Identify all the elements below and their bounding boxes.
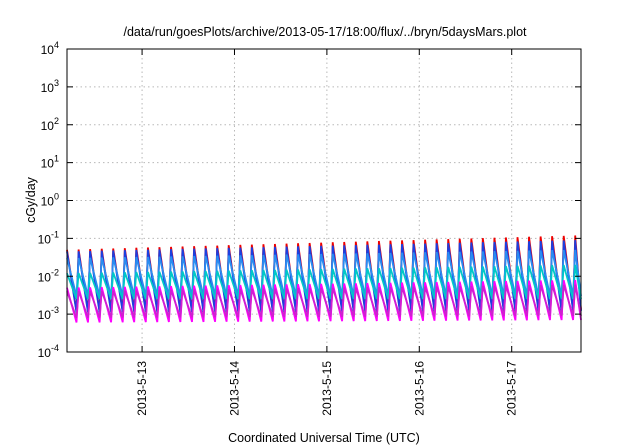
y-tick-label: 10-4: [38, 343, 59, 360]
x-tick-label: 2013-5-13: [135, 361, 149, 416]
x-tick-label: 2013-5-15: [320, 361, 334, 416]
y-tick-label: 10-3: [38, 305, 59, 322]
x-tick-label: 2013-5-16: [412, 361, 426, 416]
y-tick-label: 104: [41, 40, 59, 57]
y-tick-label: 10-1: [38, 229, 59, 246]
series-line: [66, 284, 582, 319]
y-tick-label: 102: [41, 116, 59, 133]
series-line: [66, 264, 582, 300]
chart-title: /data/run/goesPlots/archive/2013-05-17/1…: [123, 25, 527, 39]
y-tick-label: 100: [41, 192, 59, 209]
y-tick-label: 10-2: [38, 267, 59, 284]
x-tick-label: 2013-5-17: [505, 361, 519, 416]
tick-group: 104 103 102 101 100 10-1 10-2 10-3 10-4 2013-5-13…: [38, 40, 581, 416]
series-line: [66, 249, 582, 297]
series-group: [66, 235, 582, 323]
y-axis-title: cGy/day: [24, 176, 38, 223]
y-tick-label: 101: [41, 154, 59, 171]
y-tick-label: 103: [41, 78, 59, 95]
plot-frame: [66, 48, 582, 353]
x-axis-title: Coordinated Universal Time (UTC): [228, 431, 420, 445]
x-tick-label: 2013-5-14: [227, 361, 241, 416]
